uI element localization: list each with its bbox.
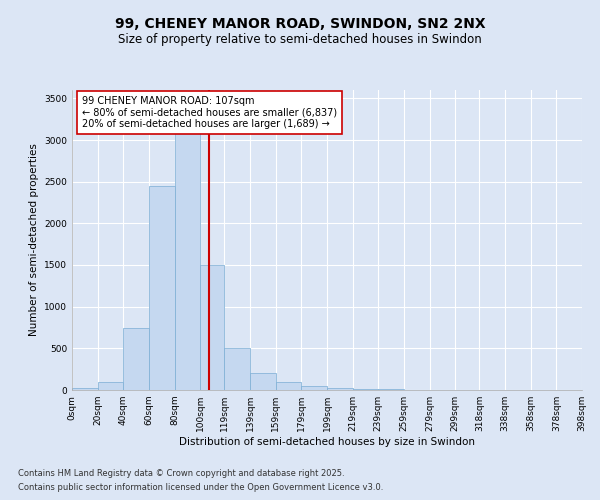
Text: Size of property relative to semi-detached houses in Swindon: Size of property relative to semi-detach… — [118, 32, 482, 46]
Bar — [301, 386, 327, 390]
Text: Contains HM Land Registry data © Crown copyright and database right 2025.: Contains HM Land Registry data © Crown c… — [18, 468, 344, 477]
Bar — [200, 265, 224, 390]
Bar — [276, 382, 301, 390]
Text: 99, CHENEY MANOR ROAD, SWINDON, SN2 2NX: 99, CHENEY MANOR ROAD, SWINDON, SN2 2NX — [115, 18, 485, 32]
Bar — [250, 374, 276, 390]
Bar — [123, 328, 149, 390]
Bar — [98, 382, 123, 390]
Y-axis label: Number of semi-detached properties: Number of semi-detached properties — [29, 144, 38, 336]
Bar — [72, 388, 98, 390]
Text: 99 CHENEY MANOR ROAD: 107sqm
← 80% of semi-detached houses are smaller (6,837)
2: 99 CHENEY MANOR ROAD: 107sqm ← 80% of se… — [82, 96, 337, 129]
Bar — [327, 388, 353, 390]
Bar — [149, 186, 175, 390]
X-axis label: Distribution of semi-detached houses by size in Swindon: Distribution of semi-detached houses by … — [179, 437, 475, 447]
Bar — [353, 389, 378, 390]
Bar — [224, 348, 250, 390]
Bar — [175, 115, 200, 390]
Text: Contains public sector information licensed under the Open Government Licence v3: Contains public sector information licen… — [18, 484, 383, 492]
